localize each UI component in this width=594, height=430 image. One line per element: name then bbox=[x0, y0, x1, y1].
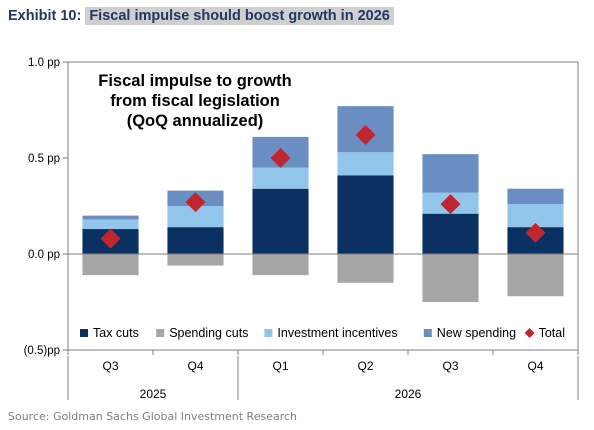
legend-swatch bbox=[423, 329, 432, 337]
x-category-label: Q2 bbox=[357, 359, 373, 373]
x-category-label: Q4 bbox=[187, 359, 203, 373]
chart-title-line: Fiscal impulse to growth bbox=[98, 72, 291, 90]
chart-title-line: from fiscal legislation bbox=[110, 92, 280, 110]
bar-investment-incentives bbox=[507, 204, 564, 228]
total-marker bbox=[525, 222, 546, 243]
exhibit-label: Exhibit 10: bbox=[8, 8, 82, 24]
bar-investment-incentives bbox=[252, 167, 309, 189]
legend-label: New spending bbox=[437, 326, 516, 340]
legend-swatch bbox=[264, 329, 273, 337]
bar-new-spending bbox=[507, 188, 564, 205]
total-marker bbox=[270, 148, 291, 168]
x-year-label: 2025 bbox=[140, 387, 167, 400]
y-tick-label: (0.5)pp bbox=[24, 345, 60, 357]
exhibit-headline: Fiscal impulse should boost growth in 20… bbox=[85, 7, 394, 25]
total-marker bbox=[185, 192, 206, 213]
legend-label: Spending cuts bbox=[169, 326, 248, 340]
bar-investment-incentives bbox=[167, 206, 224, 228]
bar-tax-cuts bbox=[252, 188, 309, 254]
source-note: Source: Goldman Sachs Global Investment … bbox=[8, 410, 298, 423]
bar-investment-incentives bbox=[82, 219, 139, 230]
legend-label: Investment incentives bbox=[277, 326, 397, 340]
y-tick-label: 0.0 pp bbox=[28, 249, 60, 261]
bar-new-spending bbox=[82, 215, 139, 220]
bar-spending-cuts bbox=[252, 254, 309, 276]
legend-swatch bbox=[80, 329, 88, 337]
chart-container: 1.0 pp 0.5 pp 0.0 pp (0.5)pp Fiscal impulse … bbox=[0, 40, 594, 412]
bar-new-spending bbox=[422, 154, 479, 193]
bar-tax-cuts bbox=[422, 213, 479, 254]
legend-label: Total bbox=[539, 326, 565, 340]
bar-spending-cuts bbox=[82, 254, 139, 276]
x-category-label: Q3 bbox=[102, 359, 118, 373]
x-category-label: Q4 bbox=[527, 359, 543, 373]
bar-spending-cuts bbox=[167, 254, 224, 266]
fiscal-impulse-chart: 1.0 pp 0.5 pp 0.0 pp (0.5)pp Fiscal impulse … bbox=[24, 57, 579, 412]
y-tick-label: 1.0 pp bbox=[28, 57, 60, 69]
legend-label: Tax cuts bbox=[93, 326, 139, 340]
legend-swatch bbox=[524, 328, 535, 338]
exhibit-header: Exhibit 10: Fiscal impulse should boost … bbox=[8, 5, 394, 27]
y-tick-label: 0.5 pp bbox=[28, 153, 60, 165]
bar-spending-cuts bbox=[507, 254, 564, 297]
bar-tax-cuts bbox=[167, 227, 224, 254]
bar-spending-cuts bbox=[337, 254, 394, 283]
total-marker bbox=[440, 194, 461, 215]
x-category-label: Q3 bbox=[442, 359, 458, 373]
bar-investment-incentives bbox=[337, 152, 394, 176]
bar-spending-cuts bbox=[422, 254, 479, 302]
bar-tax-cuts bbox=[337, 175, 394, 254]
chart-title-line: (QoQ annualized) bbox=[127, 112, 264, 130]
total-marker bbox=[100, 228, 121, 249]
x-year-label: 2026 bbox=[395, 387, 422, 400]
legend-swatch bbox=[156, 329, 165, 337]
x-category-label: Q1 bbox=[272, 359, 288, 373]
